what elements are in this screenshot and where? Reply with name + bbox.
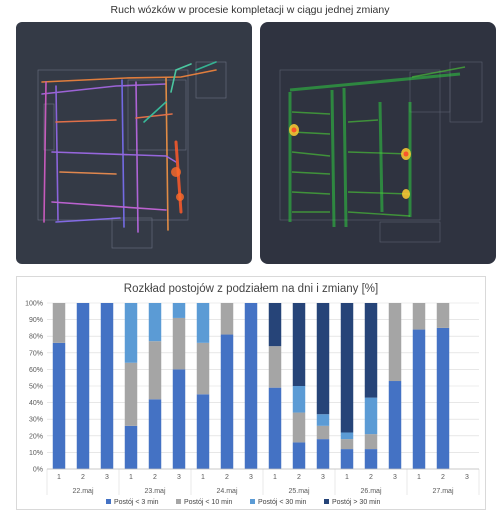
legend-swatch xyxy=(250,499,255,504)
bar-segment xyxy=(436,303,450,328)
bar-segment xyxy=(172,369,186,469)
bar-segment xyxy=(172,303,186,318)
heatmap-plot xyxy=(279,61,483,243)
bar-segment xyxy=(292,386,306,413)
bar-segment xyxy=(52,303,66,343)
legend-swatch xyxy=(324,499,329,504)
stop-distribution-chart: Rozkład postojów z podziałem na dni i zm… xyxy=(16,276,486,510)
bar-segment xyxy=(340,449,354,469)
bar-segment xyxy=(124,425,138,469)
bar-segment xyxy=(268,346,282,388)
bar-segment xyxy=(292,303,306,386)
y-tick-label: 90% xyxy=(29,317,43,324)
y-tick-label: 80% xyxy=(29,334,43,341)
page-title: Ruch wózków w procesie kompletacji w cią… xyxy=(110,4,390,16)
y-tick-label: 70% xyxy=(29,350,43,357)
y-tick-label: 40% xyxy=(29,400,43,407)
y-tick-label: 10% xyxy=(29,450,43,457)
bar-segment xyxy=(148,303,162,342)
bar-segment xyxy=(340,439,354,450)
bar-segment xyxy=(196,394,210,469)
cart-trajectories-map xyxy=(16,22,252,264)
bar-segment xyxy=(268,303,282,347)
bar-segment xyxy=(412,303,426,330)
bar-segment xyxy=(148,399,162,469)
bar-segment xyxy=(364,303,378,398)
bar-segment xyxy=(316,414,330,426)
y-tick-label: 30% xyxy=(29,417,43,424)
x-tick-label: 1 xyxy=(57,474,61,481)
x-group-label: 22.maj xyxy=(72,488,93,495)
x-tick-label: 1 xyxy=(129,474,133,481)
x-tick-label: 3 xyxy=(105,474,109,481)
y-tick-label: 60% xyxy=(29,367,43,374)
bar-segment xyxy=(268,387,282,469)
bar-segment xyxy=(412,329,426,469)
x-group-label: 27.maj xyxy=(432,488,453,495)
bar-segment xyxy=(52,342,66,469)
bar-segment xyxy=(244,303,258,469)
bar-segment xyxy=(292,412,306,443)
bar-segment xyxy=(124,362,138,426)
cart-density-heatmap xyxy=(260,22,496,264)
y-tick-label: 50% xyxy=(29,384,43,391)
x-tick-label: 2 xyxy=(225,474,229,481)
bar-segment xyxy=(124,303,138,363)
x-group-label: 23.maj xyxy=(144,488,165,495)
x-tick-label: 3 xyxy=(249,474,253,481)
bar-segment xyxy=(292,442,306,469)
bar-segment xyxy=(316,303,330,415)
x-tick-label: 1 xyxy=(201,474,205,481)
bar-segment xyxy=(220,303,234,335)
legend-swatch xyxy=(106,499,111,504)
x-tick-label: 1 xyxy=(345,474,349,481)
x-tick-label: 2 xyxy=(441,474,445,481)
x-tick-label: 2 xyxy=(81,474,85,481)
legend-swatch xyxy=(176,499,181,504)
x-tick-label: 1 xyxy=(273,474,277,481)
legend-label: Postój < 3 min xyxy=(114,499,159,506)
bar-segment xyxy=(220,334,234,469)
x-tick-label: 2 xyxy=(297,474,301,481)
y-tick-label: 100% xyxy=(25,301,43,308)
chart-title: Rozkład postojów z podziałem na dni i zm… xyxy=(123,283,379,295)
bar-segment xyxy=(364,434,378,450)
legend-label: Postój < 10 min xyxy=(184,499,233,506)
bar-segment xyxy=(172,317,186,370)
bar-segment xyxy=(388,381,402,469)
x-tick-label: 2 xyxy=(369,474,373,481)
legend-label: Postój < 30 min xyxy=(258,499,307,506)
legend-label: Postój > 30 min xyxy=(332,499,381,506)
bar-segment xyxy=(436,327,450,469)
bar-segment xyxy=(364,449,378,469)
bar-segment xyxy=(388,303,402,382)
bar-segment xyxy=(340,432,354,440)
bar-segment xyxy=(196,303,210,343)
x-group-label: 25.maj xyxy=(288,488,309,495)
bar-segment xyxy=(316,439,330,469)
y-tick-label: 20% xyxy=(29,433,43,440)
y-tick-label: 0% xyxy=(33,467,43,474)
x-group-label: 26.maj xyxy=(360,488,381,495)
chart-canvas: 0% 10% 20% 30% 40% 50% 60% 70% 80% 90% 100% 1 2 3 1 2 3 1… xyxy=(25,301,480,506)
trajectories-plot xyxy=(37,61,227,249)
bar-segment xyxy=(148,341,162,400)
bar-segment xyxy=(196,342,210,395)
bar-segment xyxy=(76,303,90,469)
bar-segment xyxy=(340,303,354,433)
bar-segment xyxy=(100,303,114,469)
bar-segment xyxy=(316,425,330,440)
x-tick-label: 3 xyxy=(393,474,397,481)
x-tick-label: 1 xyxy=(417,474,421,481)
x-tick-label: 3 xyxy=(465,474,469,481)
x-tick-label: 2 xyxy=(153,474,157,481)
x-tick-label: 3 xyxy=(321,474,325,481)
x-tick-label: 3 xyxy=(177,474,181,481)
x-group-label: 24.maj xyxy=(216,488,237,495)
bar-segment xyxy=(364,397,378,435)
